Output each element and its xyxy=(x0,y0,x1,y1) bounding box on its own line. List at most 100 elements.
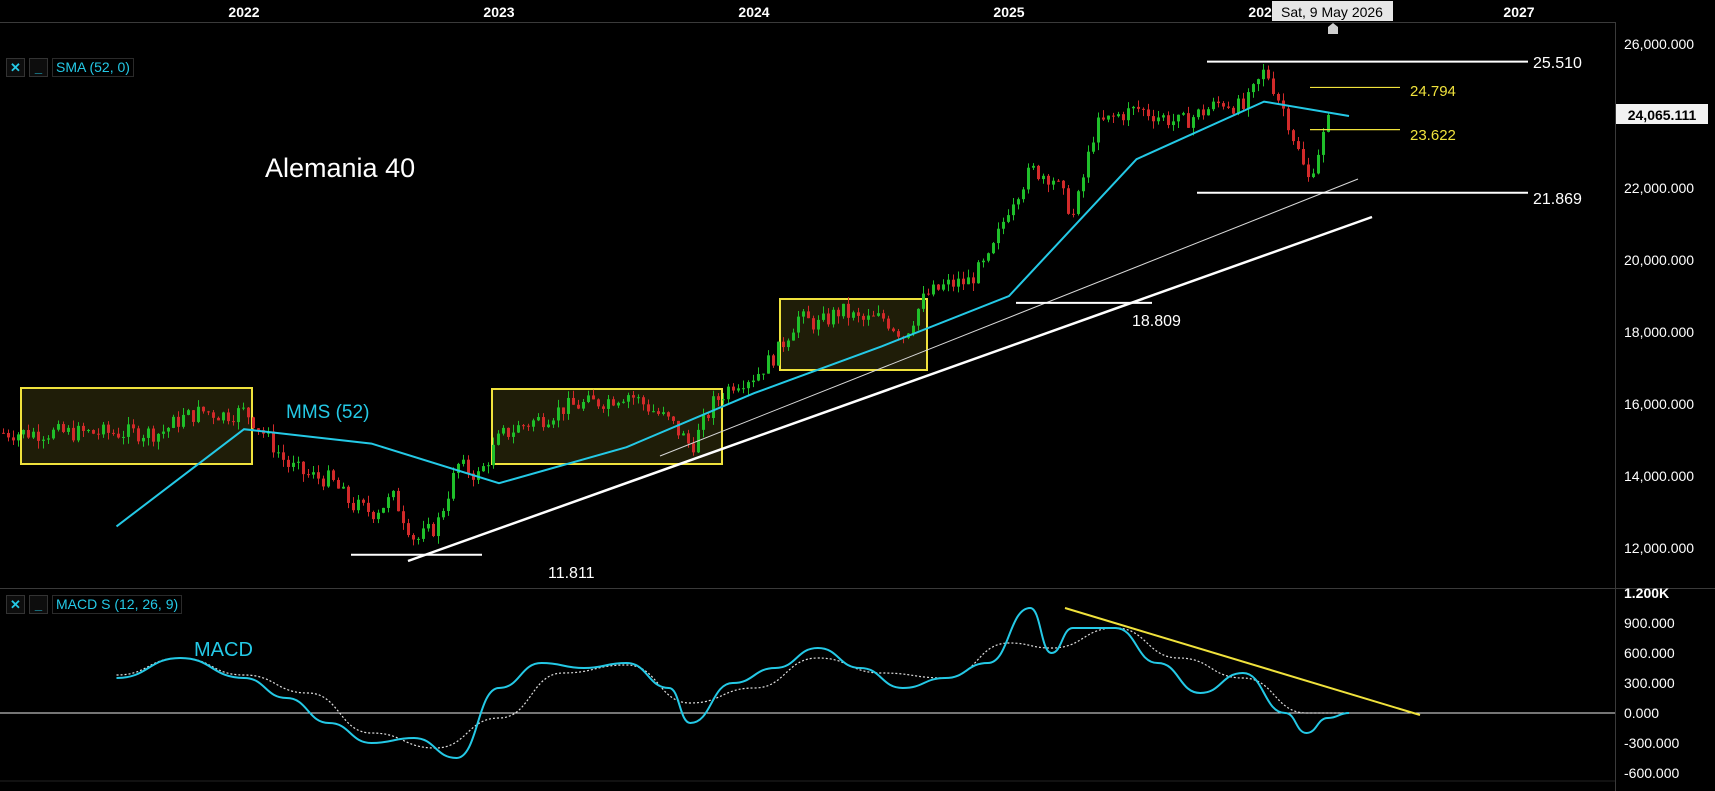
candle-body xyxy=(1097,117,1100,143)
candle-body xyxy=(1162,115,1165,118)
year-tick-label: 2024 xyxy=(738,4,769,20)
year-tick-label: 2026 xyxy=(1248,4,1279,20)
candle-body xyxy=(802,311,805,317)
candle-body xyxy=(892,328,895,332)
candle-body xyxy=(822,313,825,320)
candle-body xyxy=(427,523,430,529)
candle-body xyxy=(1182,113,1185,115)
candle-body xyxy=(997,228,1000,244)
candle-body xyxy=(77,425,80,441)
candle-body xyxy=(107,424,110,433)
candle-body xyxy=(947,279,950,285)
candle-body xyxy=(57,424,60,430)
candle-body xyxy=(817,319,820,330)
candle-body xyxy=(1222,103,1225,107)
sma-indicator-tag: ✕ _ SMA (52, 0) xyxy=(6,58,134,77)
candle-body xyxy=(722,399,725,401)
price-tick-label: 16,000.000 xyxy=(1624,396,1694,412)
minimize-icon[interactable]: _ xyxy=(29,595,48,614)
candle-body xyxy=(1157,117,1160,122)
candle-body xyxy=(537,417,540,421)
candle-body xyxy=(857,312,860,316)
candle-body xyxy=(777,341,780,366)
candle-body xyxy=(617,402,620,406)
candle-body xyxy=(967,277,970,285)
last-price-badge xyxy=(1616,104,1708,124)
candle-body xyxy=(1082,177,1085,192)
candle-body xyxy=(567,397,570,414)
candle-body xyxy=(197,406,200,422)
candle-body xyxy=(487,465,490,467)
candle-body xyxy=(827,313,830,325)
candle-body xyxy=(157,433,160,442)
candle-body xyxy=(52,429,55,439)
candle-body xyxy=(867,315,870,320)
candle-body xyxy=(632,395,635,398)
candle-body xyxy=(792,332,795,341)
candle-body xyxy=(652,411,655,413)
candle-body xyxy=(1052,180,1055,185)
candle-body xyxy=(1152,116,1155,122)
price-axis: 26,000.00024,000.00022,000.00020,000.000… xyxy=(1615,22,1708,791)
candle-body xyxy=(1262,69,1265,80)
level-label: 18.809 xyxy=(1132,313,1181,330)
price-candles xyxy=(2,63,1330,546)
candle-body xyxy=(152,428,155,442)
candle-body xyxy=(922,293,925,309)
candle-body xyxy=(577,404,580,409)
candle-body xyxy=(852,312,855,318)
candle-body xyxy=(522,425,525,427)
candle-body xyxy=(1297,141,1300,150)
candle-body xyxy=(182,414,185,427)
candle-body xyxy=(937,284,940,290)
candle-body xyxy=(502,427,505,434)
candle-body xyxy=(72,427,75,441)
candle-body xyxy=(682,433,685,436)
candle-body xyxy=(277,452,280,454)
candle-body xyxy=(1057,180,1060,182)
trendlines xyxy=(407,178,1373,563)
candle-body xyxy=(117,433,120,438)
macd-tick-label: 0.000 xyxy=(1624,705,1659,721)
macd-tick-label: -600.000 xyxy=(1624,765,1679,781)
sma-indicator-label[interactable]: SMA (52, 0) xyxy=(52,58,134,77)
candle-body xyxy=(717,396,720,400)
candle-body xyxy=(877,313,880,316)
candle-body xyxy=(982,260,985,263)
candle-body xyxy=(787,340,790,348)
candle-body xyxy=(932,284,935,295)
candle-body xyxy=(1102,117,1105,120)
candle-body xyxy=(622,401,625,403)
candle-body xyxy=(1067,188,1070,214)
candle-body xyxy=(1232,107,1235,114)
crosshair-marker-icon xyxy=(1328,23,1338,34)
candle-body xyxy=(97,433,100,435)
candle-body xyxy=(192,410,195,422)
candle-body xyxy=(662,412,665,414)
candle-body xyxy=(1017,199,1020,205)
candle-body xyxy=(1252,84,1255,93)
candle-body xyxy=(142,437,145,442)
consolidation-zone xyxy=(779,298,928,371)
candle-body xyxy=(417,538,420,540)
year-tick-label: 2027 xyxy=(1503,4,1534,20)
candle-body xyxy=(92,430,95,434)
candle-body xyxy=(352,502,355,511)
candle-body xyxy=(912,325,915,334)
candle-body xyxy=(1202,109,1205,116)
candle-body xyxy=(952,279,955,287)
close-icon[interactable]: ✕ xyxy=(6,595,25,614)
svg-text:Sat, 9 May 2026: Sat, 9 May 2026 xyxy=(1281,4,1383,20)
macd-tick-label: 600.000 xyxy=(1624,645,1675,661)
candle-body xyxy=(187,410,190,415)
candle-body xyxy=(737,388,740,391)
minimize-icon[interactable]: _ xyxy=(29,58,48,77)
candle-body xyxy=(37,431,40,441)
candle-body xyxy=(1012,204,1015,216)
candle-body xyxy=(862,315,865,320)
price-tick-label: 20,000.000 xyxy=(1624,252,1694,268)
close-icon[interactable]: ✕ xyxy=(6,58,25,77)
candle-body xyxy=(27,429,30,438)
macd-indicator-label[interactable]: MACD S (12, 26, 9) xyxy=(52,595,183,614)
